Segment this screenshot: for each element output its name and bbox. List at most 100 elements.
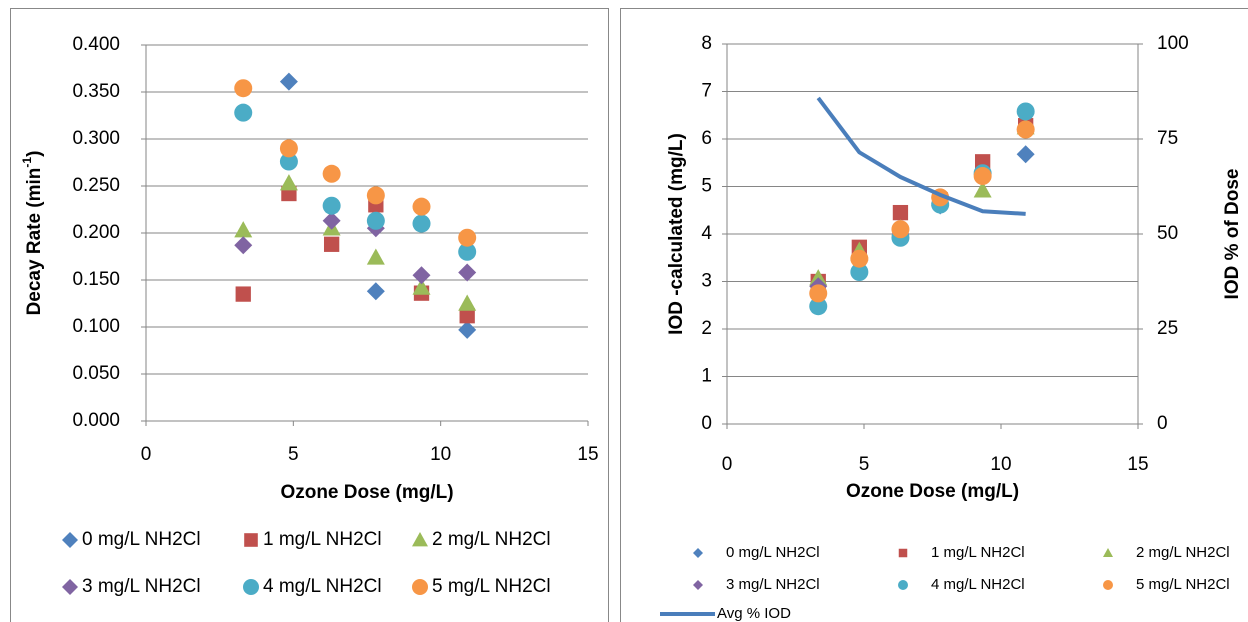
series-line	[816, 96, 1026, 216]
legend-label: Avg % IOD	[717, 605, 791, 622]
marker-circle	[366, 186, 385, 205]
x-tick-label: 5	[288, 444, 299, 465]
y2-axis-title: IOD % of Dose	[1222, 169, 1243, 300]
marker-square	[323, 236, 340, 252]
legend-marker	[898, 580, 908, 590]
legend-label: 2 mg/L NH2Cl	[432, 529, 551, 550]
marker-square	[235, 286, 251, 302]
y2-tick-label: 0	[1157, 413, 1168, 434]
y-tick-label: 0.350	[72, 81, 120, 102]
marker-circle	[1016, 102, 1035, 121]
legend-label: 1 mg/L NH2Cl	[263, 529, 382, 550]
y-tick-label: 0.250	[72, 175, 120, 196]
marker-circle	[322, 196, 341, 215]
y-tick-label: 4	[701, 223, 712, 244]
marker-diamond	[234, 236, 253, 255]
y-axis-title-part: -1	[20, 157, 34, 168]
legend-marker	[1103, 580, 1113, 590]
y-axis-title-part: )	[24, 151, 45, 157]
marker-circle	[850, 263, 869, 281]
marker-square	[459, 308, 475, 324]
legend-marker	[412, 532, 428, 547]
x-tick-label: 10	[990, 454, 1011, 475]
marker-diamond	[279, 72, 298, 91]
legend-label: 5 mg/L NH2Cl	[1136, 576, 1230, 593]
y-tick-label: 0.000	[72, 410, 120, 431]
marker-triangle	[412, 278, 431, 295]
x-tick-label: 15	[577, 444, 598, 465]
y2-tick-label: 100	[1157, 33, 1189, 54]
x-axis-title: Ozone Dose (mg/L)	[280, 482, 453, 503]
y2-tick-label: 25	[1157, 318, 1178, 339]
legend-marker	[243, 579, 259, 595]
legend-marker	[244, 533, 258, 547]
marker-circle	[891, 220, 910, 239]
legend-marker	[62, 579, 78, 595]
marker-diamond	[1016, 145, 1035, 164]
legend-marker	[412, 579, 428, 595]
x-tick-label: 0	[141, 444, 152, 465]
legend-label: 2 mg/L NH2Cl	[1136, 544, 1230, 561]
marker-diamond	[458, 263, 477, 282]
marker-triangle	[234, 221, 253, 238]
marker-triangle	[279, 174, 298, 191]
marker-circle	[366, 211, 385, 230]
y-tick-label: 5	[701, 176, 712, 197]
y-tick-label: 6	[701, 128, 712, 149]
legend-marker	[1103, 548, 1113, 557]
right-chart-frame	[620, 8, 1248, 622]
legend-marker	[693, 548, 703, 558]
y-tick-label: 7	[701, 81, 712, 102]
marker-circle	[809, 284, 828, 303]
marker-diamond	[366, 282, 385, 301]
marker-circle	[412, 197, 431, 216]
y-tick-label: 1	[701, 366, 712, 387]
legend-label: 0 mg/L NH2Cl	[82, 529, 201, 550]
marker-circle	[458, 228, 477, 247]
legend-marker	[62, 532, 78, 548]
legend-label: 1 mg/L NH2Cl	[931, 544, 1025, 561]
y-axis-title: Decay Rate (min-1)	[20, 151, 45, 316]
marker-square	[892, 204, 909, 221]
x-axis-title: Ozone Dose (mg/L)	[846, 481, 1019, 502]
y2-tick-label: 50	[1157, 223, 1178, 244]
marker-diamond	[322, 211, 341, 230]
y-axis-title: IOD -calculated (mg/L)	[666, 133, 687, 335]
legend-marker	[898, 548, 908, 558]
x-tick-label: 15	[1127, 454, 1148, 475]
marker-circle	[850, 249, 869, 268]
marker-circle	[234, 79, 253, 98]
legend-label: 3 mg/L NH2Cl	[726, 576, 820, 593]
marker-diamond	[412, 266, 431, 285]
marker-triangle	[458, 294, 477, 311]
y-tick-label: 0.300	[72, 128, 120, 149]
legend-marker	[693, 580, 703, 590]
y-tick-label: 0.150	[72, 269, 120, 290]
y-tick-label: 0	[701, 413, 712, 434]
x-tick-label: 10	[430, 444, 451, 465]
marker-circle	[279, 152, 298, 171]
marker-triangle	[366, 248, 385, 265]
marker-circle	[279, 139, 298, 158]
y-axis-title-part: Decay Rate (min	[24, 168, 45, 316]
left-chart-frame	[10, 8, 609, 622]
marker-diamond	[458, 320, 477, 339]
legend-label: 4 mg/L NH2Cl	[263, 576, 382, 597]
marker-circle	[809, 297, 828, 316]
marker-circle	[234, 103, 253, 122]
x-tick-label: 0	[722, 454, 733, 475]
marker-triangle	[973, 181, 992, 198]
marker-circle	[412, 214, 431, 233]
legend-label: 3 mg/L NH2Cl	[82, 576, 201, 597]
marker-circle	[1016, 120, 1035, 139]
marker-circle	[458, 242, 477, 261]
legend-label: 5 mg/L NH2Cl	[432, 576, 551, 597]
y-tick-label: 3	[701, 271, 712, 292]
legend-label: 4 mg/L NH2Cl	[931, 576, 1025, 593]
y-tick-label: 0.200	[72, 222, 120, 243]
y-tick-label: 0.400	[72, 34, 120, 55]
legend-label: 0 mg/L NH2Cl	[726, 544, 820, 561]
y2-tick-label: 75	[1157, 128, 1178, 149]
marker-circle	[973, 167, 992, 186]
